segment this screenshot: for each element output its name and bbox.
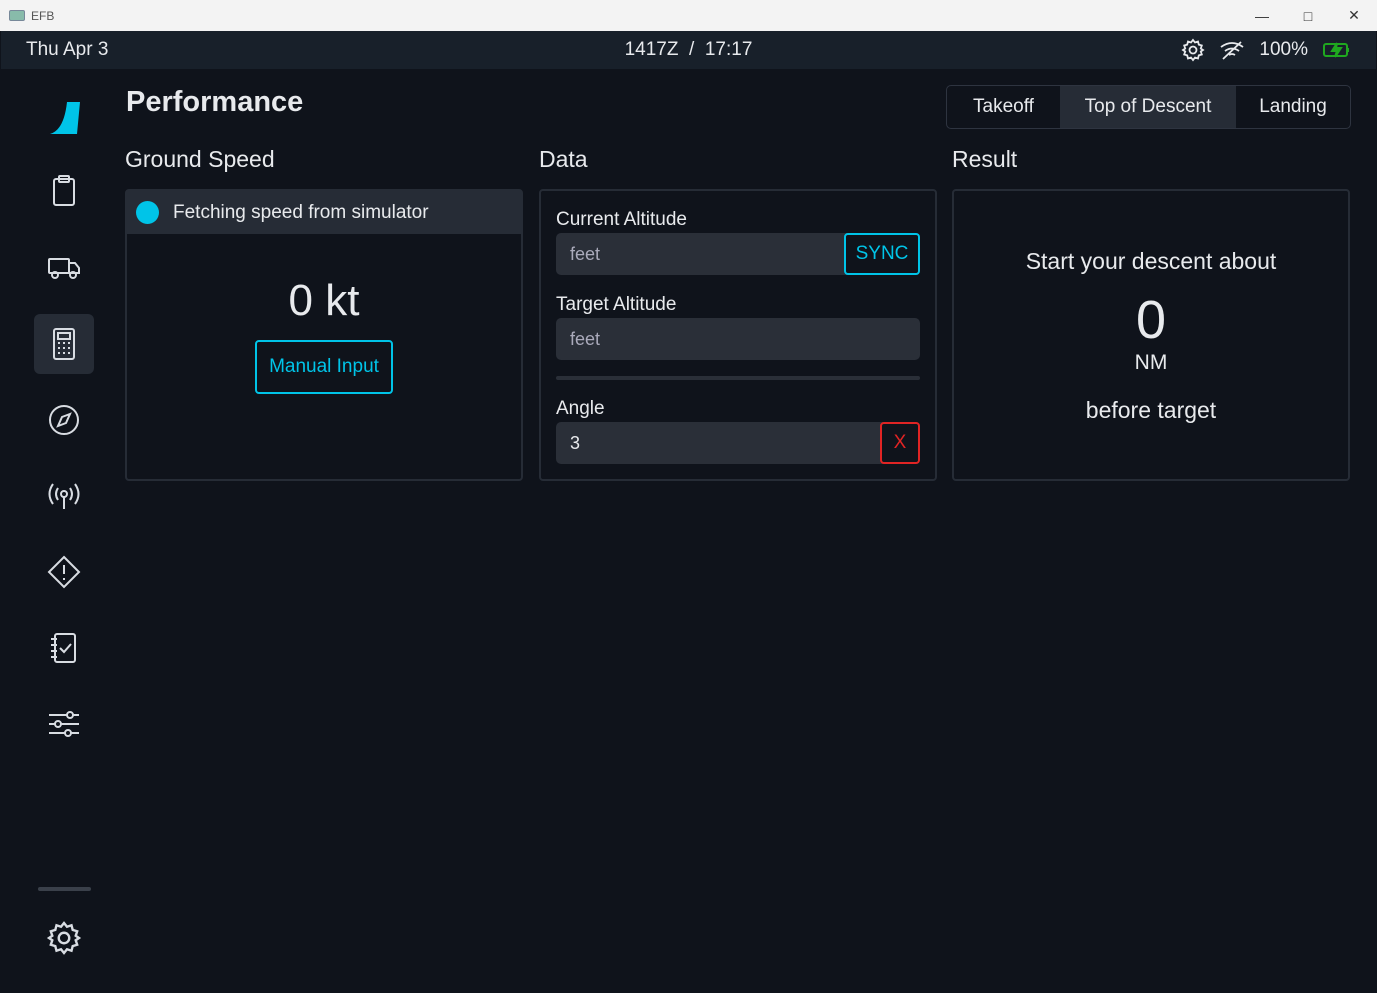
- nav-dashboard[interactable]: [34, 161, 94, 221]
- result-distance: 0: [1135, 290, 1167, 350]
- close-button[interactable]: ✕: [1348, 7, 1360, 23]
- checklist-icon: [51, 633, 76, 663]
- truck-icon: [48, 258, 80, 279]
- calculator-icon: [53, 328, 75, 360]
- fetch-status: Fetching speed from simulator: [173, 201, 429, 223]
- settings-icon: [46, 921, 82, 955]
- performance-tabs: Takeoff Top of Descent Landing: [946, 85, 1351, 129]
- nav-performance[interactable]: [34, 314, 94, 374]
- divider: [556, 376, 920, 380]
- date: Thu Apr 3: [26, 39, 109, 60]
- sidebar: [1, 69, 125, 993]
- window-titlebar: EFB — □ ✕: [0, 0, 1377, 31]
- ground-speed-value: 0 kt: [288, 276, 360, 325]
- compass-icon: [49, 405, 79, 435]
- result-line2: before target: [1085, 397, 1217, 423]
- battery-percent: 100%: [1259, 39, 1308, 60]
- result-unit: NM: [1134, 351, 1168, 374]
- sliders-icon: [49, 711, 79, 737]
- manual-input-button[interactable]: Manual Input: [255, 340, 393, 394]
- result-panel: Start your descent about 0 NM before tar…: [952, 189, 1350, 481]
- result-line1: Start your descent about: [1025, 248, 1277, 274]
- broadcast-icon: [48, 483, 80, 509]
- warning-diamond-icon: [47, 555, 81, 589]
- app-logo: [50, 102, 80, 134]
- current-altitude-label: Current Altitude: [556, 209, 687, 230]
- target-altitude-input[interactable]: feet: [556, 318, 920, 360]
- clipboard-icon: [53, 175, 75, 206]
- maximize-button[interactable]: □: [1303, 7, 1313, 24]
- wifi-off-icon: [1220, 41, 1244, 60]
- data-heading: Data: [539, 146, 588, 172]
- ground-speed-heading: Ground Speed: [125, 146, 275, 172]
- nav-atc[interactable]: [34, 466, 94, 526]
- nav-checklists[interactable]: [34, 618, 94, 678]
- battery-charging-icon: [1323, 42, 1349, 58]
- nav-ground[interactable]: [34, 237, 94, 297]
- minimize-button[interactable]: —: [1255, 7, 1269, 24]
- status-bar: Thu Apr 3 1417Z / 17:17 100%: [1, 31, 1376, 69]
- clear-angle-button[interactable]: X: [880, 422, 920, 464]
- angle-label: Angle: [556, 398, 605, 419]
- sync-button[interactable]: SYNC: [844, 233, 920, 275]
- tab-top-of-descent[interactable]: Top of Descent: [1060, 86, 1236, 128]
- time: 1417Z / 17:17: [624, 39, 753, 60]
- app-icon: [9, 10, 25, 21]
- data-panel: Current Altitude feet SYNC Target Altitu…: [539, 189, 937, 481]
- tab-takeoff[interactable]: Takeoff: [973, 96, 1034, 117]
- angle-input[interactable]: 3 X: [556, 422, 920, 464]
- tab-landing[interactable]: Landing: [1259, 96, 1327, 117]
- angle-value: 3: [570, 432, 581, 453]
- sidebar-divider: [38, 887, 91, 891]
- current-altitude-input[interactable]: feet SYNC: [556, 233, 920, 275]
- window-title: EFB: [31, 8, 55, 23]
- status-indicator: [136, 201, 159, 224]
- current-altitude-placeholder: feet: [570, 243, 601, 264]
- target-altitude-label: Target Altitude: [556, 294, 677, 315]
- target-altitude-placeholder: feet: [570, 328, 601, 349]
- nav-presets[interactable]: [34, 694, 94, 754]
- nav-failures[interactable]: [34, 542, 94, 602]
- settings-icon[interactable]: [1181, 38, 1205, 62]
- ground-speed-panel: Fetching speed from simulator 0 kt Manua…: [125, 189, 523, 481]
- nav-settings[interactable]: [34, 908, 94, 968]
- page-title: Performance: [126, 86, 304, 118]
- result-heading: Result: [952, 146, 1018, 172]
- nav-navigation[interactable]: [34, 390, 94, 450]
